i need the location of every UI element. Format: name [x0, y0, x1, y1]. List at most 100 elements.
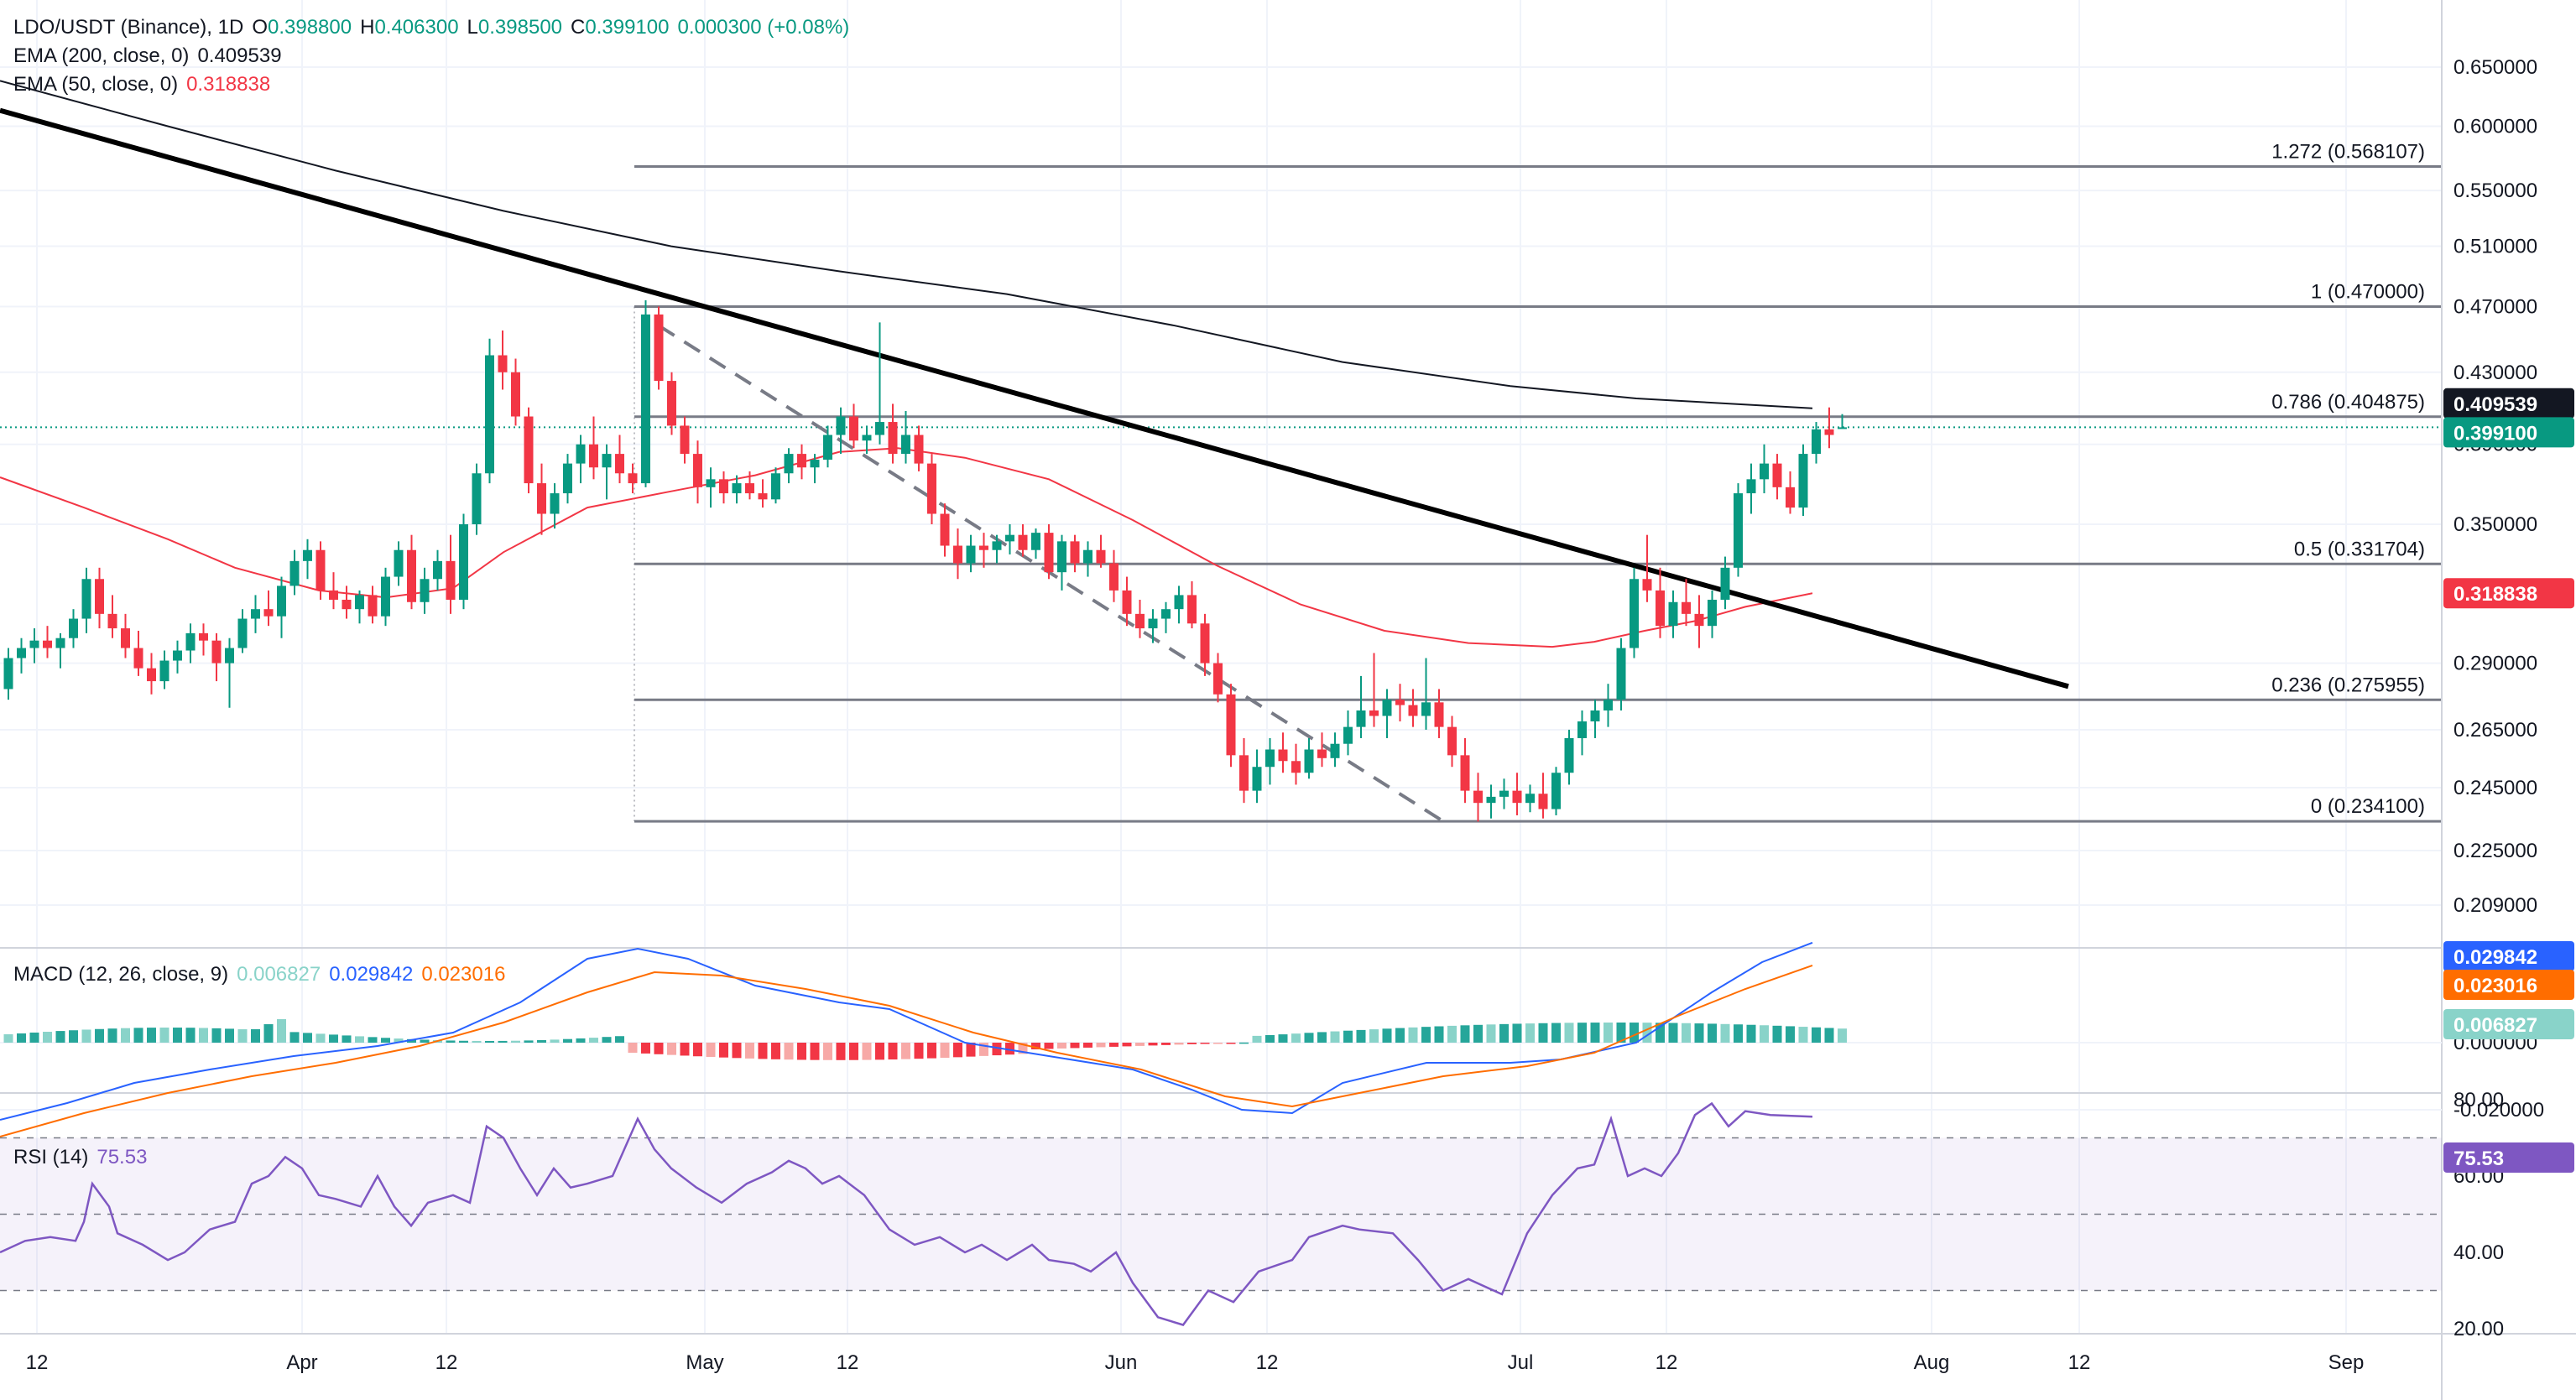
candle-body [1083, 549, 1092, 564]
macd-histogram-bar [1187, 1043, 1197, 1044]
macd-histogram-bar [1122, 1043, 1132, 1047]
candle-body [1122, 590, 1132, 614]
candle-body [706, 479, 716, 487]
candle-body [979, 545, 988, 550]
candle-body [940, 513, 950, 546]
macd-histogram-bar [277, 1019, 286, 1043]
candle-body [1213, 663, 1223, 695]
candle-body [615, 454, 624, 474]
ema200-value: 0.409539 [197, 44, 282, 67]
candle-body [1330, 743, 1340, 758]
macd-histogram-bar [1382, 1028, 1392, 1043]
candle-body [1408, 705, 1418, 716]
macd-histogram-bar [211, 1028, 222, 1043]
macd-histogram-bar [1656, 1023, 1665, 1043]
rsi-legend[interactable]: RSI (14) 75.53 [13, 1143, 155, 1172]
candle-body [823, 435, 832, 460]
main-legend: LDO/USDT (Binance), 1D O0.398800 H0.406300… [13, 13, 866, 99]
price-tag-label-close: 0.399100 [2453, 422, 2537, 445]
macd-histogram-bar [888, 1043, 898, 1060]
symbol-title[interactable]: LDO/USDT (Binance), 1D [13, 16, 244, 39]
price-axis-label: 0.550000 [2453, 180, 2537, 202]
candle-body [1630, 579, 1639, 648]
price-tag-signal [2443, 970, 2574, 1000]
macd-histogram-bar [1486, 1024, 1496, 1043]
candle-body [225, 648, 234, 664]
macd-histogram-bar [1096, 1043, 1106, 1048]
candle-body [368, 595, 378, 617]
macd-histogram-bar [43, 1032, 52, 1043]
candle-body [173, 650, 182, 661]
macd-histogram-bar [1369, 1029, 1379, 1043]
candle-body [1382, 700, 1392, 716]
time-axis[interactable]: 12 Apr 12 May 12 Jun 12 Jul 12 Aug 12 Sep [26, 1351, 2365, 1374]
candle-body [3, 658, 13, 690]
time-axis-label: 12 [1656, 1351, 1678, 1374]
candle-body [133, 648, 143, 669]
macd-histogram-bar [1616, 1023, 1626, 1043]
macd-histogram-bar [95, 1028, 104, 1043]
candle-body [263, 609, 274, 617]
candle-body [147, 668, 156, 682]
candle-body [1616, 648, 1626, 700]
candle-body [1590, 710, 1600, 722]
macd-histogram-bar [1798, 1027, 1808, 1043]
ema50-value: 0.318838 [186, 73, 271, 96]
candle-body [550, 493, 560, 514]
macd-histogram-bar [446, 1040, 456, 1043]
rsi-axis-label: 80.00 [2453, 1089, 2504, 1111]
trendline-descending [0, 107, 2069, 690]
macd-histogram-bar [1824, 1028, 1834, 1043]
macd-histogram-bar [914, 1043, 924, 1059]
macd-histogram-bar [758, 1043, 768, 1059]
axis-price-tags: 0.409539 0.399100 0.318838 0.029842 0.023016… [2443, 388, 2574, 1173]
rsi-value: 75.53 [96, 1146, 148, 1168]
price-tag-close [2443, 417, 2574, 448]
macd-histogram-bar [303, 1033, 312, 1043]
macd-histogram-bar [1786, 1026, 1795, 1043]
ohlc-row: LDO/USDT (Binance), 1D O0.398800 H0.406300… [13, 13, 866, 42]
macd-histogram-bar [615, 1036, 624, 1043]
fib-level-label: 0.236 (0.275955) [2271, 674, 2425, 696]
macd-histogram-bar [1682, 1023, 1691, 1043]
candle-body [1786, 487, 1795, 508]
candle-body [381, 576, 390, 617]
price-axis[interactable]: 0.7500000.6500000.6000000.5500000.510000… [2453, 0, 2544, 1340]
ema50-line [0, 447, 1813, 648]
macd-histogram-bar [173, 1028, 182, 1043]
macd-histogram-bar [394, 1038, 404, 1043]
candle-body [875, 422, 884, 435]
ema50-legend[interactable]: EMA (50, close, 0) 0.318838 [13, 70, 866, 99]
candle-body [888, 422, 898, 455]
fibonacci-levels[interactable]: 1.618 (0.723039)1.272 (0.568107)1 (0.470… [634, 0, 2442, 823]
macd-legend[interactable]: MACD (12, 26, close, 9) 0.006827 0.029842 0… [13, 960, 514, 989]
price-axis-label: 0.350000 [2453, 513, 2537, 536]
candle-body [43, 640, 52, 648]
candle-body [1278, 749, 1288, 762]
open-value: 0.398800 [267, 16, 352, 39]
ema200-legend[interactable]: EMA (200, close, 0) 0.409539 [13, 42, 866, 70]
macd-histogram-bar [1708, 1023, 1717, 1043]
macd-histogram-bar [1031, 1043, 1040, 1049]
candle-body [576, 444, 586, 464]
close-value: 0.399100 [585, 16, 670, 39]
macd-histogram-bar [237, 1029, 248, 1043]
candle-body [1486, 796, 1496, 804]
candle-body [420, 579, 430, 602]
macd-histogram-bar [1018, 1043, 1028, 1054]
candle-body [771, 473, 780, 500]
price-axis-label: 0.290000 [2453, 653, 2537, 675]
macd-axis-label: -0.020000 [2453, 1099, 2544, 1122]
time-axis-label: Aug [1914, 1351, 1950, 1374]
macd-histogram-bar [1460, 1025, 1470, 1043]
candle-body [563, 463, 572, 494]
candle-body [1421, 702, 1431, 716]
candle-body [1226, 694, 1236, 756]
macd-histogram-bar [3, 1034, 13, 1043]
time-axis-label: 12 [1256, 1351, 1279, 1374]
candle-body [1551, 773, 1561, 809]
macd-histogram-bar [1356, 1029, 1366, 1043]
fib-level-label: 0.5 (0.331704) [2294, 538, 2425, 560]
candle-body [1057, 541, 1066, 573]
